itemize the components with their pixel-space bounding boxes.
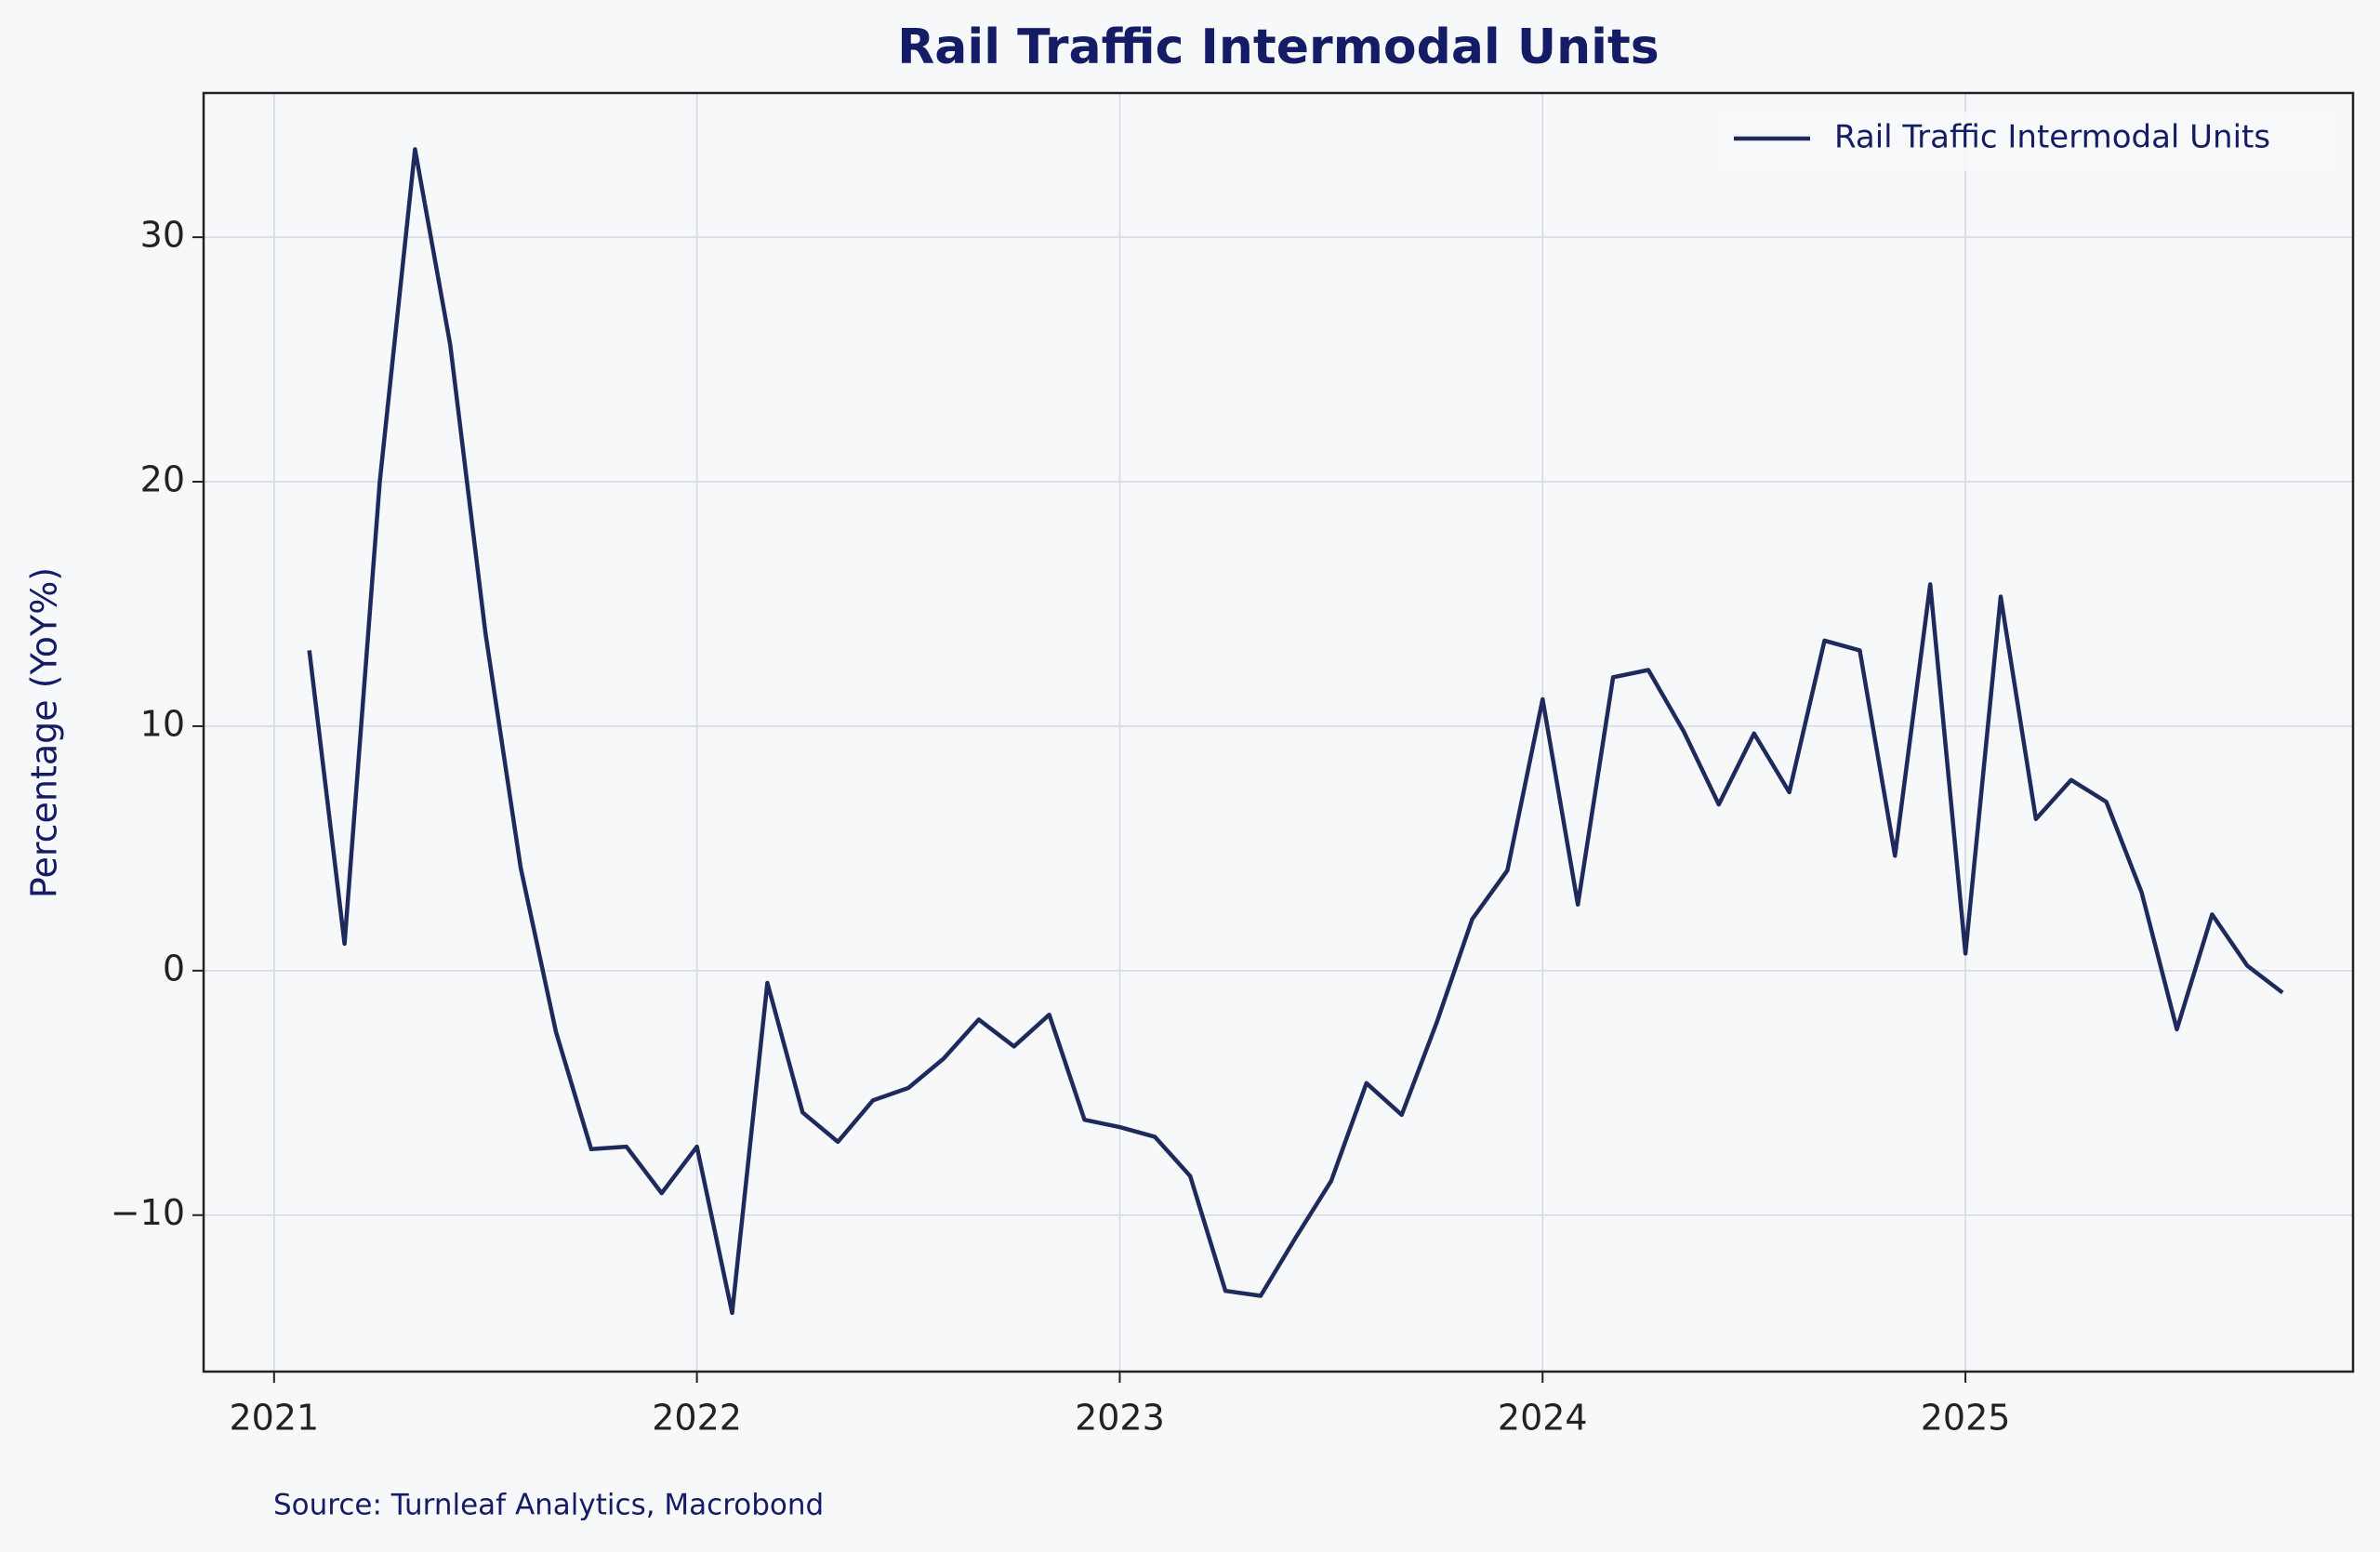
legend: Rail Traffic Intermodal Units (1720, 112, 2335, 171)
x-tick-label: 2022 (652, 1398, 742, 1439)
legend-box (1720, 112, 2335, 171)
y-axis-label: Percentage (YoY%) (24, 567, 65, 898)
source-note: Source: Turnleaf Analytics, Macrobond (273, 1489, 824, 1522)
y-tick-label: 10 (140, 703, 185, 744)
x-tick-label: 2025 (1921, 1398, 2011, 1439)
y-tick-label: 30 (140, 215, 185, 256)
plot-frame (202, 91, 2355, 1373)
legend-label: Rail Traffic Intermodal Units (1834, 119, 2270, 156)
chart-title: Rail Traffic Intermodal Units (897, 20, 1659, 75)
y-tick-label: 20 (140, 459, 185, 500)
line-series (307, 147, 2284, 1316)
y-tick-label: 0 (163, 948, 185, 988)
x-tick-label: 2021 (229, 1398, 319, 1439)
y-tick-label: −10 (111, 1192, 185, 1233)
x-tick-label: 2024 (1498, 1398, 1588, 1439)
x-tick-label: 2023 (1075, 1398, 1165, 1439)
